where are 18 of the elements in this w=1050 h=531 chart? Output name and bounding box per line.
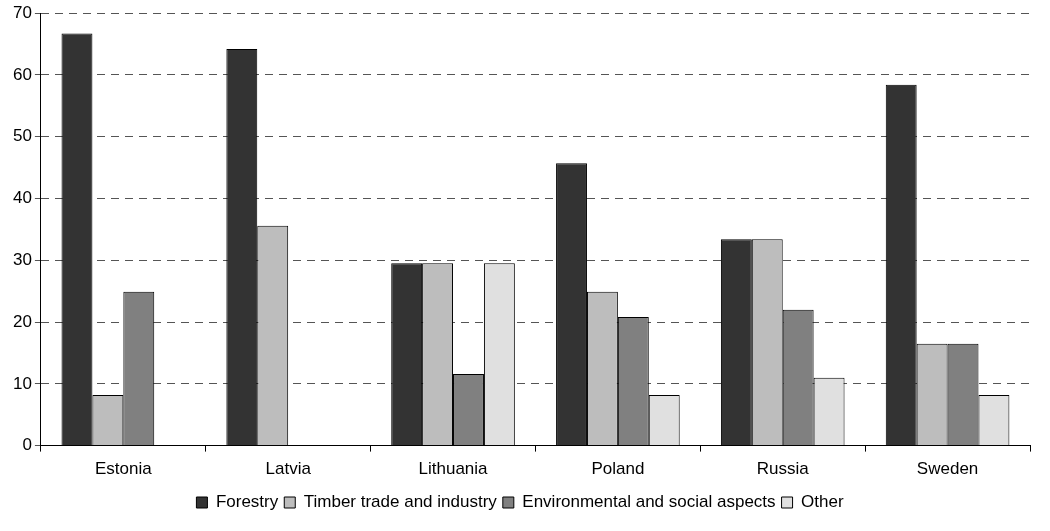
- x-tick-label: Sweden: [916, 459, 979, 479]
- y-tick-label: 0: [22, 435, 32, 455]
- x-tick-label: Lithuania: [418, 459, 489, 479]
- y-tick-label: 70: [12, 2, 32, 22]
- y-tick-label: 60: [12, 64, 32, 84]
- x-tick-label: Poland: [591, 459, 645, 479]
- x-tick-label: Latvia: [265, 459, 312, 479]
- y-tick-label: 30: [12, 249, 32, 269]
- legend-label: Forestry: [215, 492, 279, 512]
- y-tick-label: 20: [12, 311, 32, 331]
- y-tick-label: 10: [12, 373, 32, 393]
- y-tick-label: 50: [12, 126, 32, 146]
- legend-label: Other: [801, 492, 844, 512]
- legend-label: Timber trade and industry: [303, 492, 498, 512]
- x-tick-label: Estonia: [94, 459, 153, 479]
- x-tick-label: Russia: [756, 459, 810, 479]
- legend-label: Environmental and social aspects: [522, 492, 776, 512]
- y-tick-label: 40: [12, 188, 32, 208]
